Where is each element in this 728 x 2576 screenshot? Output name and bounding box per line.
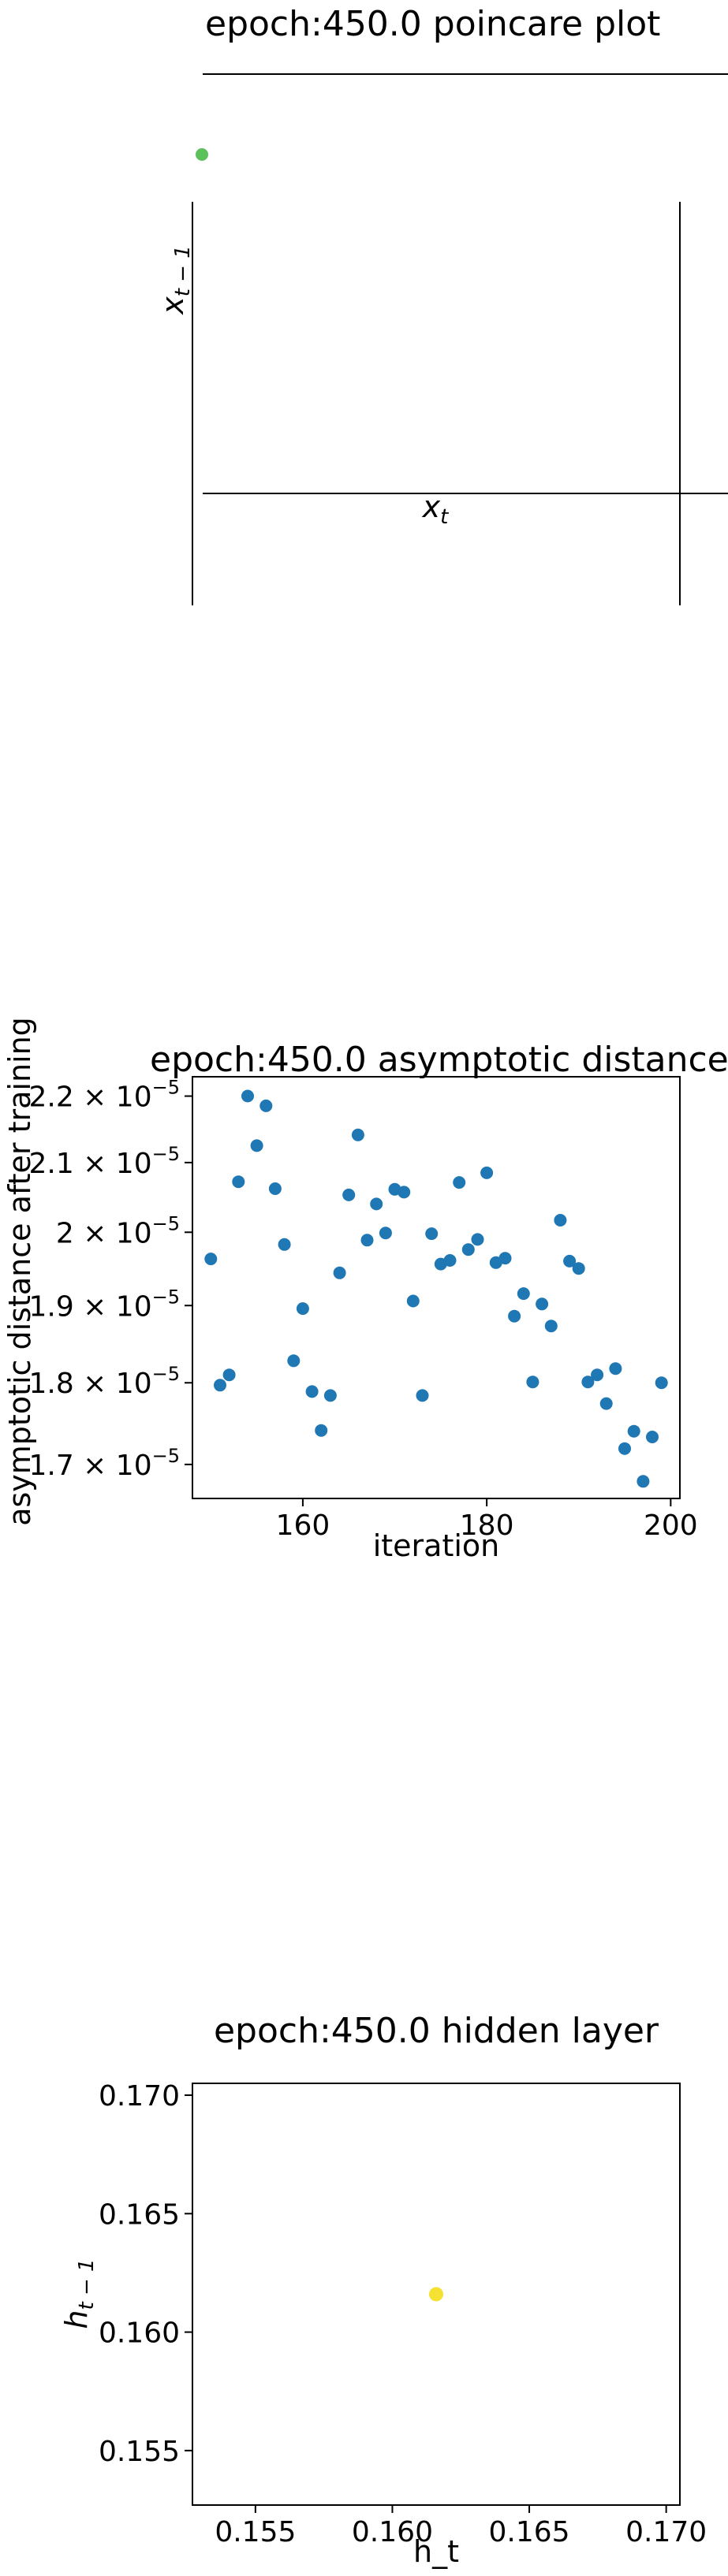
data-point xyxy=(196,148,208,161)
data-point xyxy=(618,1442,631,1455)
data-point xyxy=(591,1368,604,1382)
data-point xyxy=(563,1254,577,1268)
y-tick-label: 1.7 × 10−5 xyxy=(28,1445,180,1482)
data-point xyxy=(461,1243,475,1256)
data-point xyxy=(498,1252,512,1265)
y-tick-label: 0.155 xyxy=(99,2436,180,2468)
x-axis-label: iteration xyxy=(373,1528,500,1563)
x-tick-label: 0.160 xyxy=(352,2516,433,2548)
x-tick-label: 180 xyxy=(460,1509,514,1542)
x-ticks: 160 180 200 xyxy=(276,1498,698,1542)
poincare-plot: epoch:450.0 poincare plot xt xt − 1 xyxy=(155,4,728,605)
data-point xyxy=(232,1175,245,1189)
chart-title: epoch:450.0 asymptotic distance xyxy=(150,1040,728,1080)
data-point xyxy=(379,1227,392,1240)
data-point xyxy=(287,1354,301,1368)
data-point xyxy=(268,1182,282,1195)
data-point xyxy=(453,1176,466,1189)
data-point xyxy=(333,1266,346,1279)
x-tick-label: 0.170 xyxy=(625,2516,707,2548)
data-point xyxy=(416,1389,429,1402)
x-ticks: 0.155 0.160 0.165 0.170 xyxy=(215,2505,707,2548)
data-point xyxy=(480,1166,494,1179)
y-axis-label: asymptotic distance after training xyxy=(2,1017,37,1526)
data-point xyxy=(370,1197,383,1211)
scatter-points xyxy=(204,1089,668,1488)
y-ticks: 0.170 0.165 0.160 0.155 xyxy=(99,2080,192,2468)
data-point xyxy=(323,1389,337,1402)
data-point xyxy=(398,1186,411,1199)
data-point xyxy=(609,1362,622,1375)
data-point xyxy=(315,1424,328,1437)
data-point xyxy=(305,1385,319,1398)
data-point xyxy=(259,1099,273,1112)
plot-frame xyxy=(192,1076,681,1499)
hidden-layer-chart: epoch:450.0 hidden layer 0.155 0.160 0.165… xyxy=(59,2011,707,2569)
data-point xyxy=(655,1376,668,1390)
data-point xyxy=(425,1227,439,1241)
data-point xyxy=(517,1287,530,1301)
data-point xyxy=(508,1309,521,1323)
data-point xyxy=(222,1368,236,1382)
y-tick-label: 2 × 10−5 xyxy=(56,1212,180,1249)
x-tick-label: 0.165 xyxy=(489,2516,570,2548)
data-point xyxy=(351,1128,364,1141)
x-axis-label: xt xyxy=(422,490,450,529)
y-axis-label: xt − 1 xyxy=(155,245,195,315)
data-point xyxy=(204,1253,218,1266)
y-tick-label: 0.160 xyxy=(99,2317,180,2350)
y-tick-label: 0.165 xyxy=(99,2198,180,2231)
x-tick-label: 0.155 xyxy=(215,2516,296,2548)
data-point xyxy=(443,1254,457,1267)
data-point xyxy=(536,1297,549,1311)
data-point xyxy=(526,1375,539,1389)
y-tick-label: 2.2 × 10−5 xyxy=(28,1077,180,1114)
chart-title: epoch:450.0 hidden layer xyxy=(214,2011,659,2051)
asymptotic-distance-chart: epoch:450.0 asymptotic distance 160 180 20… xyxy=(2,1017,728,1563)
data-point xyxy=(471,1233,484,1246)
data-point xyxy=(544,1320,558,1333)
y-tick-label: 0.170 xyxy=(99,2080,180,2113)
data-point xyxy=(646,1431,659,1443)
data-point xyxy=(296,1302,309,1316)
data-point xyxy=(637,1475,650,1488)
y-tick-label: 1.8 × 10−5 xyxy=(28,1363,180,1400)
data-point xyxy=(554,1214,567,1227)
data-point xyxy=(429,2287,443,2302)
data-point xyxy=(572,1262,585,1275)
data-point xyxy=(250,1139,263,1152)
data-point xyxy=(599,1397,613,1410)
x-axis-label: h_t xyxy=(413,2534,459,2569)
data-point xyxy=(342,1188,356,1201)
y-tick-label: 2.1 × 10−5 xyxy=(28,1143,180,1180)
data-point xyxy=(278,1238,291,1251)
data-point xyxy=(581,1375,595,1389)
plot-frame xyxy=(192,2083,681,2506)
chart-title: epoch:450.0 poincare plot xyxy=(205,4,660,44)
data-point xyxy=(406,1294,420,1308)
x-tick-label: 200 xyxy=(644,1509,698,1542)
data-point xyxy=(241,1089,254,1103)
y-axis-label: ht − 1 xyxy=(59,2258,99,2328)
data-point xyxy=(214,1379,226,1392)
y-tick-label: 1.9 × 10−5 xyxy=(28,1286,180,1323)
scatter-points xyxy=(429,2287,443,2302)
data-point xyxy=(360,1234,374,1247)
y-ticks: 2.2 × 10−5 2.1 × 10−5 2 × 10−5 1.9 × 10−5 1.… xyxy=(28,1077,192,1482)
data-point xyxy=(627,1424,640,1438)
x-tick-label: 160 xyxy=(276,1509,330,1542)
